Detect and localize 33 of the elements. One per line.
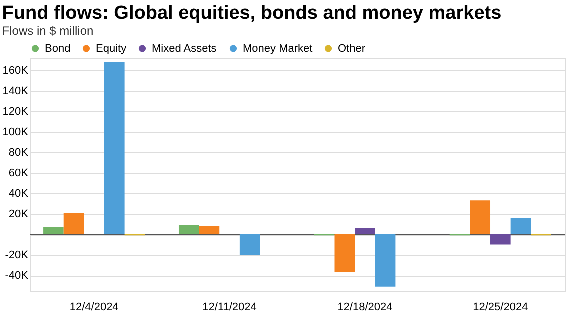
bar (64, 212, 84, 235)
y-tick-label: 120K (2, 106, 30, 118)
y-tick-label: 100K (2, 126, 30, 138)
bar (44, 227, 64, 235)
y-tick-label: 80K (8, 146, 30, 159)
bar (104, 62, 125, 235)
bar (178, 225, 200, 235)
x-tick-label: 12/18/2024 (338, 302, 393, 314)
y-tick-label: -40K (5, 270, 30, 282)
bar (334, 234, 356, 273)
y-tick-label: -20K (5, 250, 30, 262)
y-tick-label: 140K (2, 85, 30, 98)
bar (490, 234, 511, 245)
x-tick-label: 12/11/2024 (202, 302, 257, 314)
bar (470, 200, 491, 235)
bar (510, 218, 532, 235)
legend-label: Other (338, 42, 366, 55)
y-tick-label: 160K (2, 64, 30, 77)
bar (355, 228, 376, 235)
legend-label: Mixed Assets (152, 42, 218, 55)
chart-subtitle: Flows in $ million (2, 24, 94, 38)
y-tick-label: 40K (8, 188, 30, 200)
y-tick-label: 60K (8, 167, 30, 180)
bar (375, 234, 396, 287)
x-tick-label: 12/25/2024 (473, 302, 528, 314)
chart-title: Fund flows: Global equities, bonds and money markets (2, 3, 502, 24)
legend-label: Equity (96, 42, 128, 55)
x-tick-label: 12/4/2024 (70, 302, 119, 314)
legend-label: Money Market (243, 42, 313, 55)
bar (199, 226, 220, 235)
legend-label: Bond (45, 42, 71, 55)
y-tick-label: 20K (8, 208, 30, 221)
bar (240, 234, 260, 256)
